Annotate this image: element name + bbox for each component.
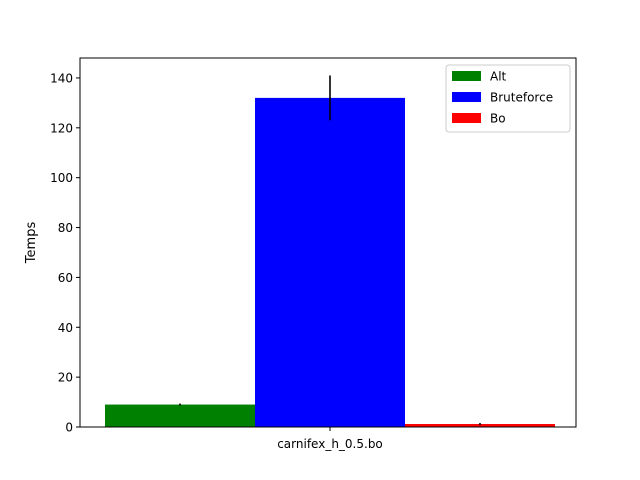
legend-swatch-bo [452, 113, 481, 123]
y-axis: 0 20 40 60 80 100 120 140 [50, 71, 80, 435]
y-tick-label: 60 [58, 271, 73, 285]
bar-alt [105, 404, 255, 427]
legend: Alt Bruteforce Bo [445, 64, 571, 133]
y-tick-label: 40 [58, 321, 73, 335]
legend-label-bruteforce: Bruteforce [490, 91, 553, 105]
y-tick-label: 0 [65, 421, 73, 435]
legend-label-bo: Bo [490, 112, 506, 126]
legend-swatch-alt [452, 71, 481, 81]
plot-area-frame [79, 57, 577, 428]
y-axis-label: Temps [24, 222, 39, 265]
bar-bo [405, 424, 555, 427]
y-tick-label: 20 [58, 371, 73, 385]
error-bars-layer [179, 75, 481, 426]
bars-layer [105, 97, 555, 427]
x-tick-label: carnifex_h_0.5.bo [277, 437, 383, 451]
x-axis: carnifex_h_0.5.bo [277, 427, 383, 451]
y-tick-label: 80 [58, 221, 73, 235]
bar-bruteforce [255, 97, 405, 427]
y-tick-label: 140 [50, 71, 73, 85]
legend-swatch-bruteforce [452, 92, 481, 102]
y-tick-label: 100 [50, 171, 73, 185]
y-tick-label: 120 [50, 121, 73, 135]
legend-label-alt: Alt [490, 70, 507, 84]
